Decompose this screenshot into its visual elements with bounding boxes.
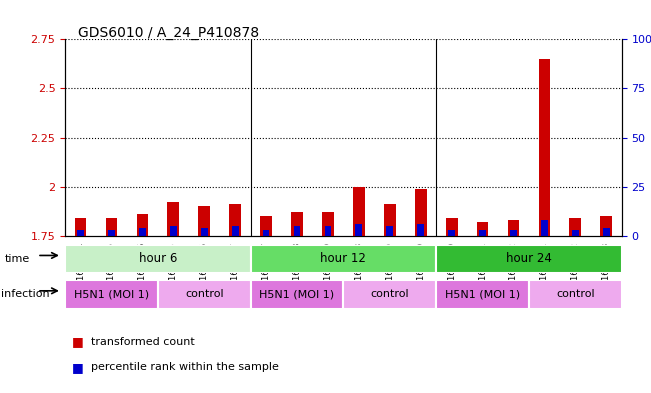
Bar	[65, 245, 251, 273]
Bar	[344, 280, 436, 309]
Bar	[603, 228, 609, 236]
Bar	[199, 206, 210, 236]
Text: time: time	[5, 253, 31, 264]
Bar	[139, 228, 146, 236]
Text: ■: ■	[72, 361, 83, 374]
Text: transformed count: transformed count	[91, 337, 195, 347]
Text: hour 12: hour 12	[320, 252, 367, 266]
Bar	[510, 230, 517, 236]
Bar	[325, 226, 331, 236]
Bar	[251, 245, 436, 273]
Bar	[294, 226, 300, 236]
Bar	[158, 280, 251, 309]
Text: H5N1 (MOI 1): H5N1 (MOI 1)	[260, 289, 335, 299]
Bar	[529, 280, 622, 309]
Bar	[251, 280, 344, 309]
Text: hour 6: hour 6	[139, 252, 177, 266]
Bar	[167, 202, 179, 236]
Bar	[570, 218, 581, 236]
Bar	[508, 220, 519, 236]
Bar	[387, 226, 393, 236]
Bar	[201, 228, 208, 236]
Bar	[77, 230, 84, 236]
Bar	[353, 187, 365, 236]
Bar	[446, 218, 458, 236]
Bar	[479, 230, 486, 236]
Text: H5N1 (MOI 1): H5N1 (MOI 1)	[74, 289, 149, 299]
Bar	[322, 212, 334, 236]
Bar	[417, 224, 424, 236]
Text: hour 24: hour 24	[506, 252, 552, 266]
Bar	[415, 189, 426, 236]
Bar	[384, 204, 396, 236]
Bar	[105, 218, 117, 236]
Bar	[436, 280, 529, 309]
Text: H5N1 (MOI 1): H5N1 (MOI 1)	[445, 289, 520, 299]
Text: control: control	[370, 289, 409, 299]
Bar	[572, 230, 579, 236]
Text: control: control	[185, 289, 223, 299]
Bar	[65, 280, 158, 309]
Bar	[260, 216, 272, 236]
Bar	[170, 226, 176, 236]
Text: percentile rank within the sample: percentile rank within the sample	[91, 362, 279, 373]
Bar	[355, 224, 362, 236]
Bar	[436, 245, 622, 273]
Bar	[477, 222, 488, 236]
Bar	[232, 226, 238, 236]
Text: ■: ■	[72, 335, 83, 349]
Bar	[75, 218, 87, 236]
Bar	[291, 212, 303, 236]
Bar	[229, 204, 241, 236]
Text: GDS6010 / A_24_P410878: GDS6010 / A_24_P410878	[78, 26, 259, 40]
Bar	[137, 214, 148, 236]
Text: infection: infection	[1, 289, 49, 299]
Bar	[263, 230, 270, 236]
Bar	[600, 216, 612, 236]
Bar	[538, 59, 550, 236]
Bar	[108, 230, 115, 236]
Bar	[449, 230, 455, 236]
Bar	[541, 220, 547, 236]
Text: control: control	[556, 289, 594, 299]
